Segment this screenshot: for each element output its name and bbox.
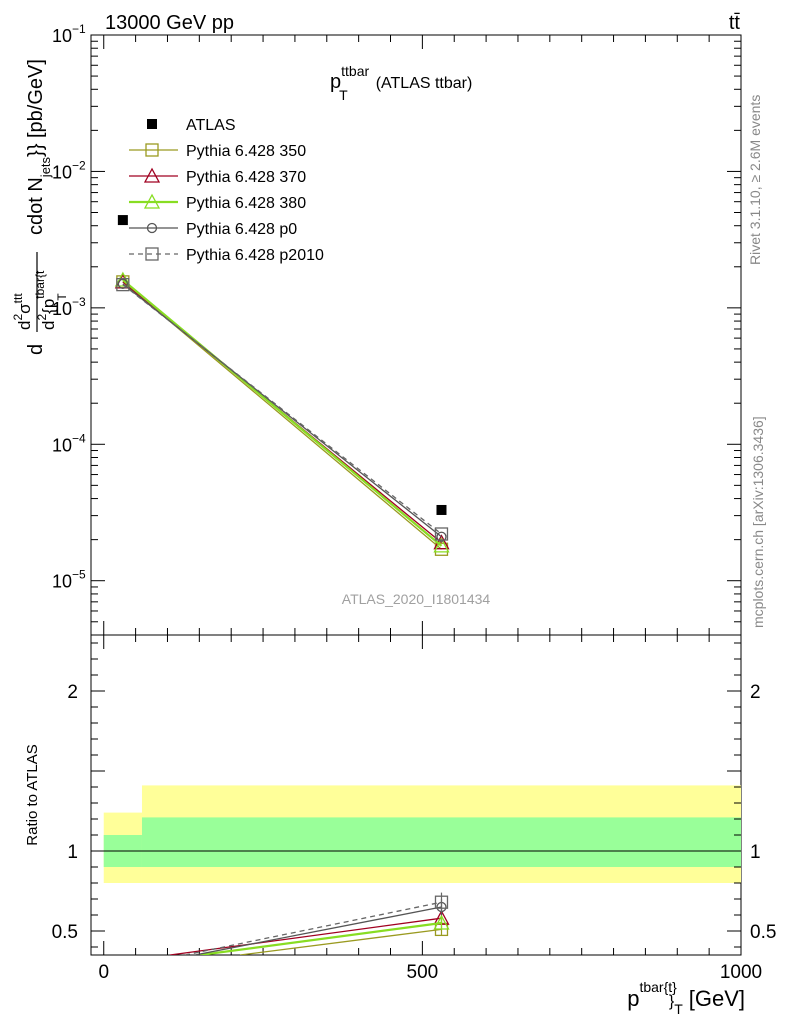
ratio-y-tick-label: 1	[67, 842, 78, 863]
y-tick-label: 10−3	[52, 295, 86, 319]
legend-label-4: Pythia 6.428 p2010	[186, 247, 324, 264]
header: 13000 GeV pp tt̄	[105, 12, 740, 34]
series-line-4	[122, 284, 442, 535]
xlabel-unit: [GeV]	[689, 986, 745, 1011]
ratio-y-tick-label-right: 1	[750, 842, 761, 863]
xlabel-sub: }	[669, 993, 675, 1010]
ratio-line-2	[199, 921, 442, 955]
ylabel-sigma-sup: ttt	[11, 293, 25, 304]
inner-band-1	[141, 817, 741, 867]
legend-label-0: Pythia 6.428 350	[186, 143, 306, 160]
x-axis-label: ptbar{t}}T [GeV]	[627, 979, 745, 1017]
ratio-point-4	[434, 895, 449, 909]
ratio-y-tick-label: 0.5	[52, 922, 78, 943]
ratio-line-0	[239, 928, 442, 955]
mcplots-label: mcplots.cern.ch [arXiv:1306.3436]	[750, 416, 766, 628]
plot-title-sup: ttbar	[341, 63, 369, 79]
x-tick-label: 0	[98, 962, 109, 983]
legend-marker-2	[143, 193, 161, 209]
main-series	[114, 215, 450, 556]
plot-title-main: p	[330, 71, 341, 93]
ylabel-rest-text: cdot Njets}} [pb/GeV]	[25, 59, 53, 235]
legend-label-atlas: ATLAS	[186, 117, 236, 134]
series-point-2	[433, 537, 450, 553]
ylabel-brace: {p	[39, 299, 58, 314]
ratio-ylabel: Ratio to ATLAS	[24, 744, 41, 845]
ratio-y-tick-label: 2	[67, 682, 78, 703]
legend-marker-3	[146, 222, 158, 234]
collision-label: 13000 GeV pp	[105, 12, 234, 34]
x-tick-label: 500	[407, 962, 439, 983]
series-point-2	[114, 271, 131, 287]
y-tick-label: 10−5	[52, 568, 86, 592]
rivet-label: Rivet 3.1.10, ≥ 2.6M events	[747, 95, 763, 265]
main-ylabel: d d2σttt d2{ptbar{t T cdot Njets}} [pb/Ge…	[7, 59, 69, 355]
ratio-line-1	[169, 917, 442, 955]
series-point-3	[436, 531, 447, 542]
svg-text:d: d	[25, 344, 47, 355]
ratio-y-tick-label-right: 2	[750, 682, 761, 703]
ylabel-den: d	[39, 321, 58, 330]
ylabel-d: d	[25, 344, 47, 355]
legend-marker-0	[145, 143, 159, 157]
series-point-4	[116, 277, 130, 292]
analysis-watermark: ATLAS_2020_I1801434	[342, 591, 491, 607]
legend: ATLAS Pythia 6.428 350 Pythia 6.428 370 Pyt…	[129, 117, 324, 264]
ylabel-unit: }} [pb/GeV]	[25, 59, 47, 157]
svg-text:d2σttt d2{ptbar{tT: d2σttt d2{ptbar{t T	[7, 270, 69, 330]
y-tick-label: 10−1	[52, 22, 86, 46]
legend-marker-1	[143, 167, 161, 183]
ylabel-den-sup: 2	[35, 314, 49, 321]
plot-title-sub: T	[339, 87, 348, 103]
legend-marker-4	[145, 247, 159, 261]
ylabel-rest: cdot N	[25, 177, 47, 235]
plot-title-rest: (ATLAS ttbar)	[376, 75, 473, 92]
legend-marker-atlas	[147, 119, 157, 129]
ylabel-brace-sub: T	[55, 293, 69, 301]
ratio-line-3	[194, 906, 442, 955]
series-point-3	[117, 278, 129, 289]
series-line-2	[122, 279, 443, 547]
series-point-4	[434, 527, 449, 541]
ratio-axis-ticks: 0.5 0.5 1 1 2 2	[52, 642, 776, 948]
ylabel-brace-sup: tbar{t	[33, 270, 47, 299]
x-tick-label: 1000	[720, 962, 762, 983]
legend-label-2: Pythia 6.428 380	[186, 195, 306, 212]
xlabel-sub2: T	[674, 1001, 683, 1017]
ratio-series-clipped	[169, 892, 450, 955]
xlabel-main: p	[627, 986, 639, 1011]
y-tick-label: 10−4	[52, 431, 86, 455]
ratio-point-2	[433, 914, 450, 930]
y-tick-label: 10−2	[52, 158, 86, 182]
ratio-bands	[91, 785, 741, 883]
series-line-3	[122, 283, 442, 538]
data-point	[117, 215, 128, 226]
ylabel-rest-sub: jets	[38, 156, 53, 178]
ylabel-sigma: σ	[15, 303, 34, 314]
legend-label-1: Pythia 6.428 370	[186, 169, 306, 186]
ylabel-num: d	[15, 321, 34, 330]
plot-title: pttbar T (ATLAS ttbar)	[330, 63, 472, 103]
ratio-line-4	[184, 901, 442, 955]
ratio-y-tick-label-right: 0.5	[750, 922, 776, 943]
data-point	[436, 504, 447, 515]
process-label: tt̄	[729, 12, 741, 34]
xlabel-sup: tbar{t}	[639, 979, 677, 995]
legend-label-3: Pythia 6.428 p0	[186, 221, 297, 238]
ratio-series	[169, 892, 450, 955]
ylabel-num-sup: 2	[11, 314, 25, 321]
